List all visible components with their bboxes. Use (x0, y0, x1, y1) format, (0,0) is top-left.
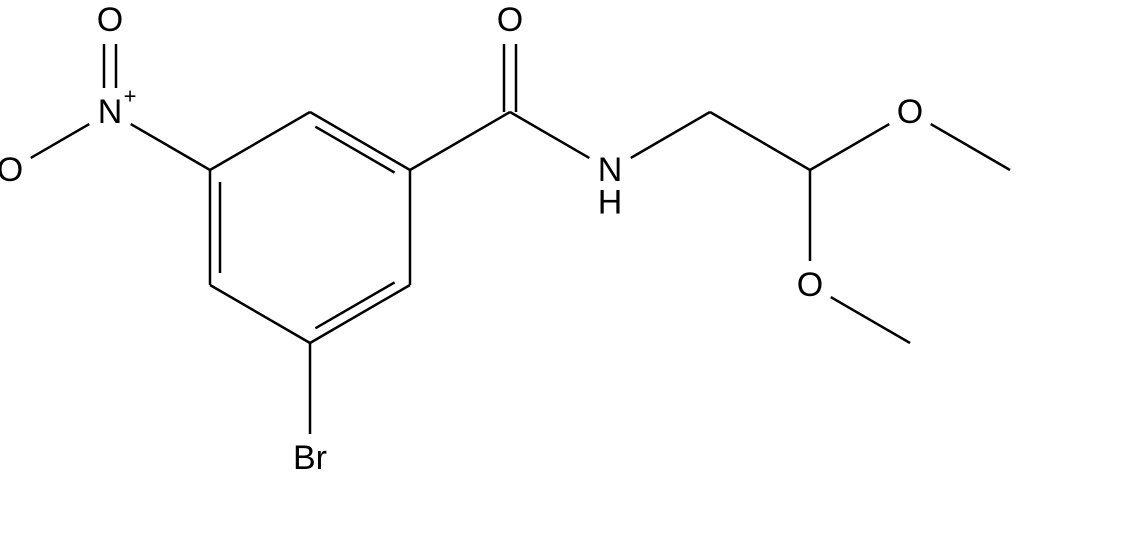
atom-n_amide: NH (598, 151, 623, 221)
svg-text:O: O (897, 93, 923, 131)
svg-text:O: O (0, 151, 23, 189)
atom-o_nitro_db: O (97, 1, 123, 39)
atom-o_top: O (897, 93, 923, 131)
svg-text:+: + (124, 84, 137, 109)
svg-text:O: O (797, 266, 823, 304)
atom-n_nitro: N+ (98, 84, 137, 132)
svg-text:N: N (98, 93, 123, 131)
svg-text:Br: Br (293, 439, 327, 477)
atom-o_carbonyl: O (497, 1, 523, 39)
atom-o_nitro_neg: O- (0, 142, 23, 190)
svg-text:H: H (598, 183, 623, 221)
atom-o_bot: O (797, 266, 823, 304)
svg-text:O: O (97, 1, 123, 39)
atom-br: Br (293, 439, 327, 477)
molecule-diagram: ONHOON+OO-Br (0, 0, 1127, 552)
svg-text:O: O (497, 1, 523, 39)
